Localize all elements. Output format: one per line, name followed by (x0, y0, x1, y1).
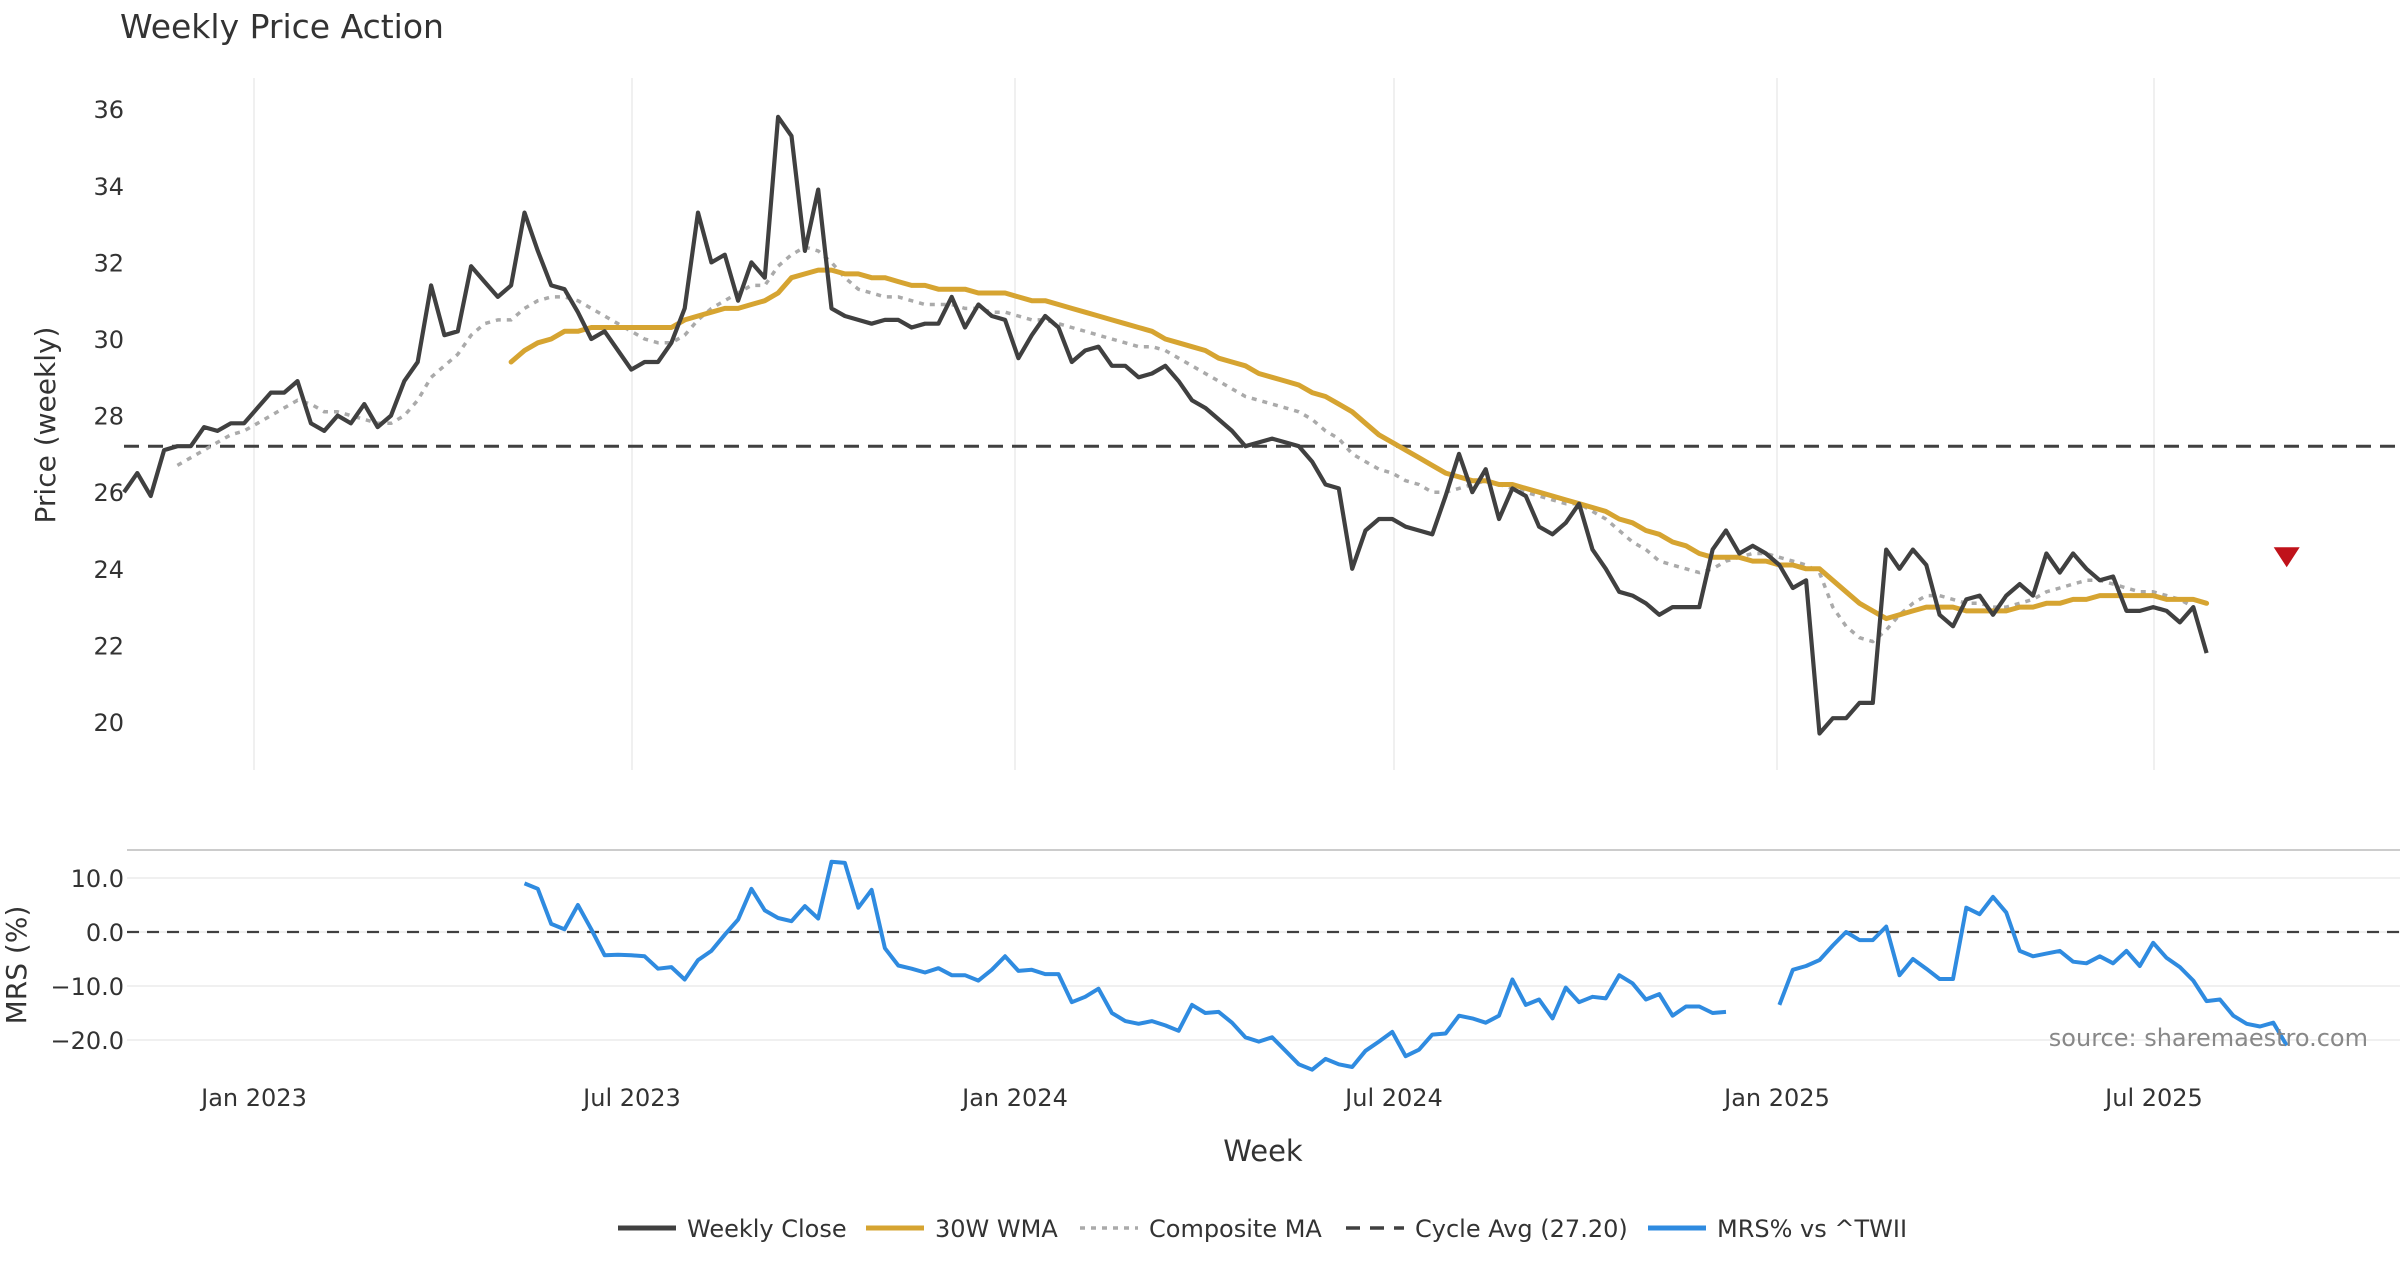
x-tick-label: Jan 2024 (960, 1084, 1068, 1112)
composite-ma-line (176, 245, 2195, 644)
legend-label: MRS% vs ^TWII (1717, 1215, 1907, 1243)
y-tick-label: 30 (93, 326, 124, 354)
x-axis-label: Week (1223, 1134, 1303, 1168)
y-tick-label: 28 (93, 403, 124, 431)
x-tick-label: Jul 2023 (581, 1084, 681, 1112)
legend-label: Cycle Avg (27.20) (1415, 1215, 1628, 1243)
y-tick-label: 32 (93, 249, 124, 277)
mrs-y-tick-label: −20.0 (50, 1027, 124, 1055)
legend-label: Composite MA (1149, 1215, 1322, 1243)
wma-30w-line (508, 267, 2210, 622)
legend-label: Weekly Close (687, 1215, 847, 1243)
legend-label: 30W WMA (935, 1215, 1058, 1243)
legend: Weekly Close 30W WMA Composite MA Cycle Avg… (618, 1215, 1907, 1243)
x-tick-label: Jul 2024 (1343, 1084, 1443, 1112)
x-tick-label: Jan 2023 (199, 1084, 307, 1112)
x-tick-label: Jan 2025 (1722, 1084, 1830, 1112)
y-tick-label: 20 (93, 709, 124, 737)
y-tick-label: 36 (93, 96, 124, 124)
sell-signal-marker (2273, 547, 2300, 568)
mrs-y-tick-label: −10.0 (50, 973, 124, 1001)
mrs-y-tick-label: 0.0 (86, 919, 124, 947)
weekly-close-line (122, 114, 2209, 736)
y-tick-label: 26 (93, 479, 124, 507)
mrs-y-tick-label: 10.0 (71, 865, 124, 893)
mrs-y-axis-label: MRS (%) (0, 906, 33, 1025)
source-annotation: source: sharemaestro.com (2049, 1024, 2368, 1052)
mrs-line (523, 859, 2289, 1072)
x-tick-label: Jul 2025 (2103, 1084, 2203, 1112)
chart-title: Weekly Price Action (120, 7, 444, 46)
y-tick-label: 24 (93, 556, 124, 584)
y-axis-label: Price (weekly) (29, 327, 62, 524)
y-tick-label: 22 (93, 632, 124, 660)
y-tick-label: 34 (93, 173, 124, 201)
